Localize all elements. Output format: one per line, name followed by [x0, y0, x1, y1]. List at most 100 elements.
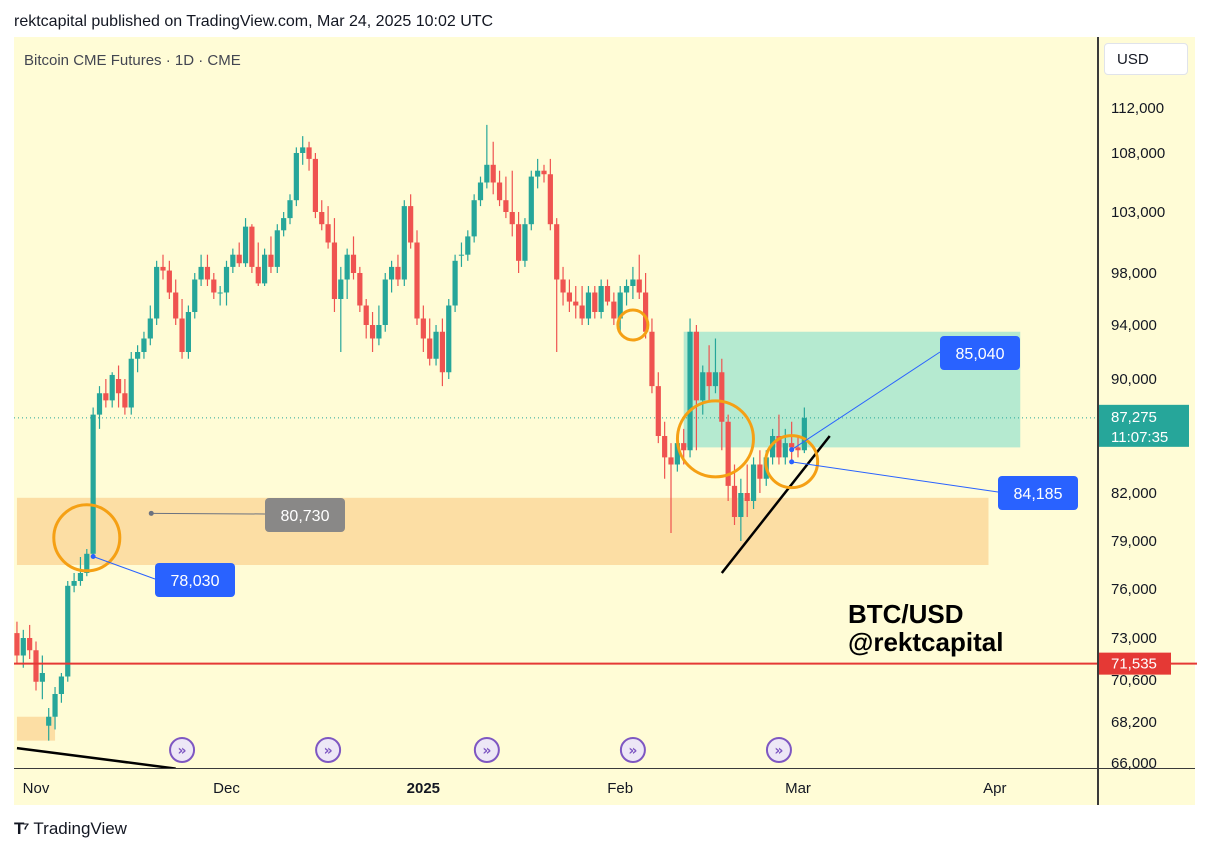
footer-logo-text: TradingView [33, 819, 127, 838]
candle-up [128, 358, 134, 408]
candle-down [509, 212, 515, 225]
candle-up [262, 254, 268, 284]
candle-up [465, 236, 471, 255]
candle-up [598, 286, 604, 312]
candle-up [433, 331, 439, 359]
candle-up [389, 266, 395, 280]
candle-up [376, 325, 382, 339]
event-marker-glyph: » [628, 743, 637, 759]
candle-down [503, 200, 509, 212]
candle-down [566, 292, 572, 302]
candle-up [293, 153, 299, 201]
y-tick-label: 112,000 [1111, 100, 1164, 117]
candle-down [115, 379, 122, 394]
candle-down [395, 266, 401, 280]
y-tick-label: 79,000 [1111, 533, 1157, 550]
candle-up [46, 716, 52, 726]
callout-box [940, 336, 1020, 370]
time-axis-panel[interactable] [14, 768, 1195, 805]
candle-down [662, 436, 668, 458]
y-tick-label: 108,000 [1111, 145, 1165, 162]
y-tick-label: 98,000 [1111, 265, 1157, 282]
event-marker-glyph: » [774, 743, 783, 759]
candle-down [611, 301, 617, 319]
watermark-label: BTC/USD @rektcapital [848, 600, 1003, 656]
candle-up [585, 292, 592, 319]
candle-down [357, 273, 363, 306]
event-marker-icon [473, 737, 500, 763]
candle-down [14, 633, 20, 656]
candle-down [103, 393, 109, 401]
callout-leader [92, 556, 156, 580]
candle-down [757, 464, 763, 479]
event-marker-icon [619, 737, 646, 763]
x-tick-label: Dec [213, 780, 240, 797]
callout-anchor [789, 447, 795, 453]
candle-down [649, 331, 655, 387]
candle-down [363, 305, 369, 325]
highlight-circle [52, 503, 122, 573]
y-tick-label: 103,000 [1111, 204, 1165, 221]
candle-down [719, 372, 725, 422]
y-tick-label: 66,000 [1111, 755, 1157, 772]
candle-down [516, 224, 522, 261]
candle-up [458, 254, 465, 256]
callout-anchor [789, 459, 795, 465]
candle-down [731, 485, 738, 517]
candle-up [471, 200, 477, 237]
candle-up [750, 464, 757, 501]
candle-up [84, 553, 90, 573]
candle-down [331, 242, 338, 299]
footer-logo[interactable]: T⁷ TradingView [14, 819, 127, 839]
candle-down [725, 421, 731, 486]
candle-up [401, 206, 407, 280]
callout-box [265, 498, 345, 532]
candle-up [230, 254, 236, 267]
candle-down [592, 292, 598, 312]
candle-up [65, 585, 71, 677]
highlight-circle [675, 399, 755, 479]
candle-down [255, 266, 261, 284]
candle-up [71, 581, 77, 586]
price-axis-panel[interactable] [1097, 37, 1195, 768]
lower-support-zone [16, 716, 56, 741]
callout-label-84185: 84,185 [1014, 486, 1063, 503]
candle-down [604, 286, 611, 302]
candle-up [274, 230, 280, 267]
callout-label-78030: 78,030 [171, 573, 220, 590]
candle-up [446, 305, 452, 373]
candle-up [141, 338, 147, 352]
candle-up [382, 279, 388, 325]
candle-down [173, 292, 179, 319]
candle-up [242, 226, 249, 264]
event-marker-icon [765, 737, 792, 763]
callout-leader [791, 351, 941, 451]
candle-down [166, 270, 172, 293]
currency-button[interactable]: USD [1104, 43, 1188, 75]
y-tick-label: 90,000 [1111, 371, 1157, 388]
event-marker-glyph: » [178, 743, 187, 759]
current-price-value: 87,275 [1111, 409, 1157, 426]
x-tick-label: Mar [785, 780, 811, 797]
candle-down [439, 331, 445, 373]
x-tick-label: Nov [23, 780, 50, 797]
trendline [720, 435, 831, 574]
event-marker-icon [315, 737, 342, 763]
y-tick-label: 73,000 [1111, 630, 1157, 647]
x-tick-label: 2025 [407, 780, 440, 797]
candle-up [687, 331, 693, 451]
candle-up [58, 676, 64, 694]
candle-down [776, 436, 782, 458]
candle-up [338, 279, 344, 299]
candle-up [300, 147, 306, 153]
candle-down [27, 638, 33, 651]
candle-up [738, 493, 744, 517]
candle-up [223, 266, 230, 293]
current-price-countdown: 11:07:35 [1111, 429, 1168, 446]
candle-up [623, 286, 630, 293]
event-marker-glyph: » [324, 743, 333, 759]
candle-up [154, 266, 160, 319]
candle-up [96, 393, 103, 415]
price-label-tag [1099, 652, 1171, 675]
candle-up [477, 182, 484, 201]
